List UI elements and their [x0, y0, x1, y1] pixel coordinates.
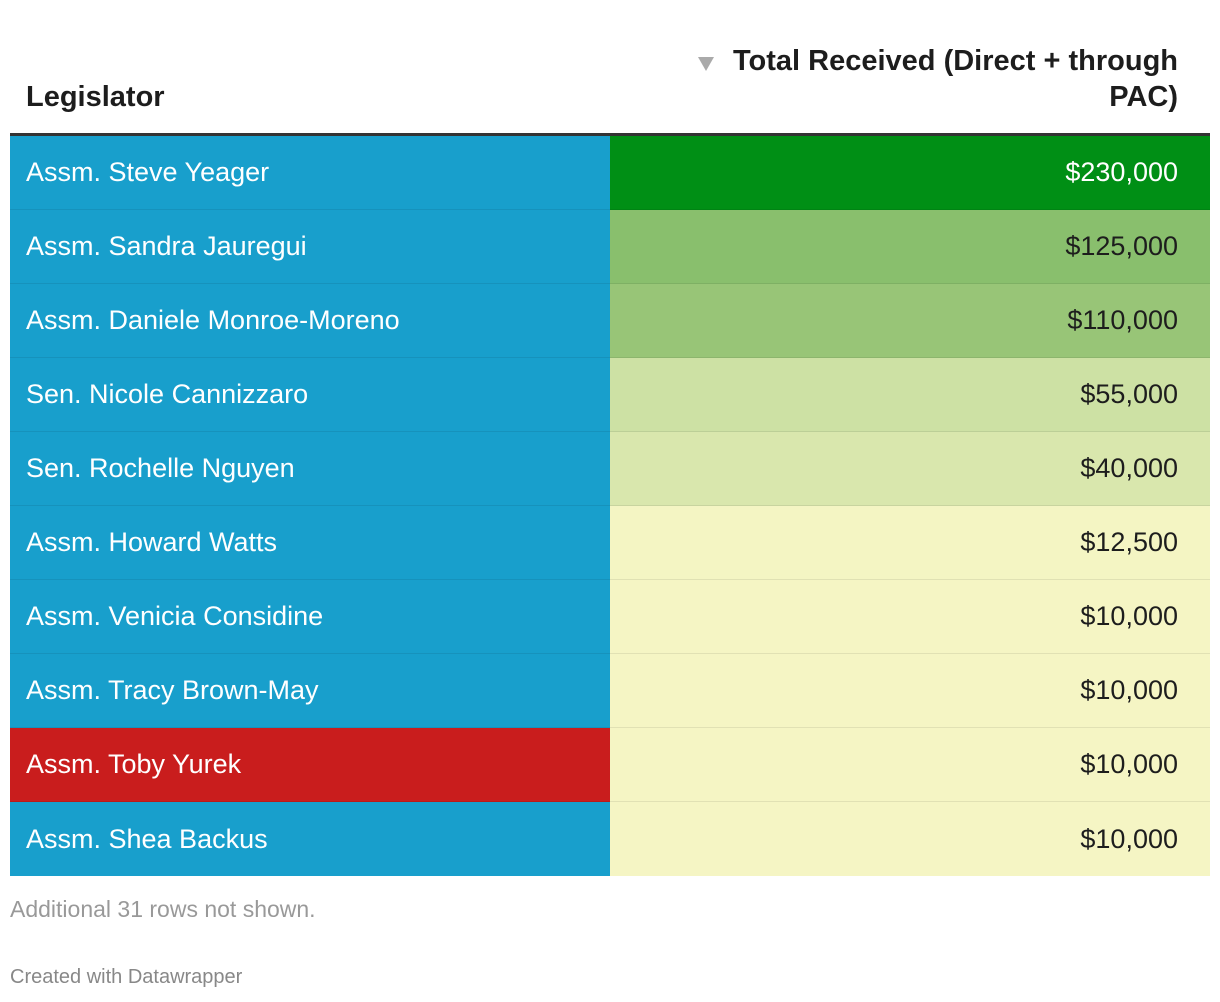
legislator-cell: Assm. Tracy Brown-May	[10, 654, 610, 728]
legislator-cell: Assm. Sandra Jauregui	[10, 210, 610, 284]
legislator-cell: Sen. Nicole Cannizzaro	[10, 358, 610, 432]
total-received-cell: $110,000	[610, 284, 1210, 358]
table-row[interactable]: Assm. Howard Watts $12,500	[10, 506, 1210, 580]
header-total-wrap: Total Received (Direct + through PAC)	[698, 43, 1178, 115]
total-received-cell: $10,000	[610, 580, 1210, 654]
data-table: Legislator Total Received (Direct + thro…	[10, 0, 1210, 876]
total-received-cell: $10,000	[610, 654, 1210, 728]
sort-descending-icon[interactable]	[698, 57, 714, 71]
legislator-cell: Assm. Daniele Monroe-Moreno	[10, 284, 610, 358]
total-received-cell: $40,000	[610, 432, 1210, 506]
table-row[interactable]: Assm. Venicia Considine $10,000	[10, 580, 1210, 654]
total-received-cell: $10,000	[610, 802, 1210, 876]
legislator-cell: Assm. Shea Backus	[10, 802, 610, 876]
table-row[interactable]: Sen. Nicole Cannizzaro $55,000	[10, 358, 1210, 432]
rows-not-shown-note: Additional 31 rows not shown.	[10, 896, 316, 922]
table-row[interactable]: Assm. Tracy Brown-May $10,000	[10, 654, 1210, 728]
total-received-cell: $55,000	[610, 358, 1210, 432]
header-total-label: Total Received (Direct + through PAC)	[732, 45, 1178, 113]
table-row[interactable]: Assm. Steve Yeager $230,000	[10, 136, 1210, 210]
datawrapper-credit[interactable]: Created with Datawrapper	[10, 966, 243, 988]
table-row[interactable]: Assm. Daniele Monroe-Moreno $110,000	[10, 284, 1210, 358]
total-received-cell: $125,000	[610, 210, 1210, 284]
header-total-received[interactable]: Total Received (Direct + through PAC)	[610, 0, 1210, 133]
legislator-cell: Assm. Venicia Considine	[10, 580, 610, 654]
legislator-cell: Assm. Steve Yeager	[10, 136, 610, 210]
table-row[interactable]: Assm. Toby Yurek $10,000	[10, 728, 1210, 802]
total-received-cell: $12,500	[610, 506, 1210, 580]
header-legislator[interactable]: Legislator	[10, 0, 610, 133]
table-row[interactable]: Assm. Shea Backus $10,000	[10, 802, 1210, 876]
table-row[interactable]: Sen. Rochelle Nguyen $40,000	[10, 432, 1210, 506]
legislator-cell: Assm. Toby Yurek	[10, 728, 610, 802]
legislator-cell: Assm. Howard Watts	[10, 506, 610, 580]
total-received-cell: $230,000	[610, 136, 1210, 210]
legislator-cell: Sen. Rochelle Nguyen	[10, 432, 610, 506]
total-received-cell: $10,000	[610, 728, 1210, 802]
header-legislator-label: Legislator	[26, 81, 165, 113]
table-header: Legislator Total Received (Direct + thro…	[10, 0, 1210, 136]
table-row[interactable]: Assm. Sandra Jauregui $125,000	[10, 210, 1210, 284]
table-body: Assm. Steve Yeager $230,000 Assm. Sandra J…	[10, 136, 1210, 876]
